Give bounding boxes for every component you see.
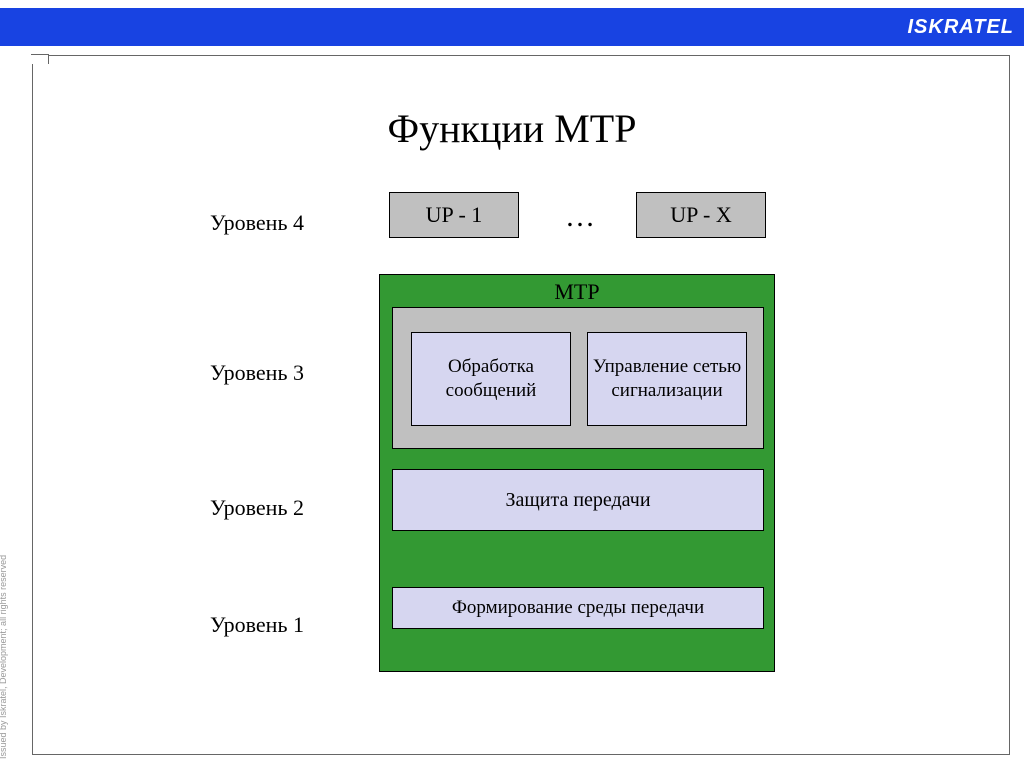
frame-notch: [31, 54, 49, 64]
brand-logo: ISKRATEL: [907, 16, 1014, 39]
mtp-container: MTP Обработка сообщений Управление сетью…: [379, 274, 775, 672]
transmission-protection-box: Защита передачи: [392, 469, 764, 531]
ellipsis: …: [565, 200, 595, 234]
copyright-text: Issued by Iskratel, Development; all rig…: [0, 555, 8, 759]
network-management-box: Управление сетью сигнализации: [587, 332, 747, 426]
up-1-box: UP - 1: [389, 192, 519, 238]
message-processing-box: Обработка сообщений: [411, 332, 571, 426]
slide-title: Функции MTP: [0, 105, 1024, 152]
up-x-box: UP - X: [636, 192, 766, 238]
level-4-label: Уровень 4: [210, 210, 304, 236]
level-3-container: Обработка сообщений Управление сетью сиг…: [392, 307, 764, 449]
brand-bar: ISKRATEL: [0, 8, 1024, 46]
transmission-medium-box: Формирование среды передачи: [392, 587, 764, 629]
level-1-label: Уровень 1: [210, 612, 304, 638]
level-3-label: Уровень 3: [210, 360, 304, 386]
mtp-title: MTP: [380, 279, 774, 305]
level-2-label: Уровень 2: [210, 495, 304, 521]
